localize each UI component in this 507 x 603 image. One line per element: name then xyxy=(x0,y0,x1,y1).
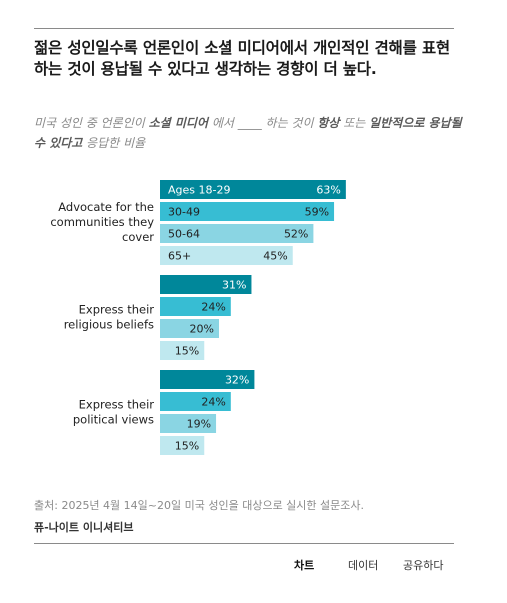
data-label: 15% xyxy=(175,440,199,453)
bar-chart: 63% Ages 18-29 59% 30-49 52% 50-64 45% 65+ Advoc… xyxy=(50,180,346,455)
chart-subtitle: 미국 성인 중 언론인이 소셜 미디어 에서 ____ 하는 것이 항상 또는 … xyxy=(34,113,464,153)
bar xyxy=(160,180,346,199)
legend-label: 30-49 xyxy=(168,206,200,219)
subtitle-part: 또는 xyxy=(339,116,370,130)
bar xyxy=(160,224,314,243)
data-label: 31% xyxy=(222,279,246,292)
data-label: 24% xyxy=(201,301,225,314)
legend-label: 50-64 xyxy=(168,228,200,241)
org-credit: 퓨-나이트 이니셔티브 xyxy=(34,521,134,534)
data-label: 45% xyxy=(263,250,287,263)
subtitle-part: 항상 xyxy=(317,116,340,130)
data-label: 19% xyxy=(187,418,211,431)
bar xyxy=(160,319,219,338)
category-label: political views xyxy=(73,413,154,427)
legend-label: 65+ xyxy=(168,250,191,263)
tab-chart[interactable]: 차트 xyxy=(294,559,315,572)
bar xyxy=(160,275,252,294)
bar xyxy=(160,341,205,360)
chart-title: 젊은 성인일수록 언론인이 소셜 미디어에서 개인적인 견해를 표현하는 것이 … xyxy=(34,39,450,78)
category-label: religious beliefs xyxy=(64,318,154,332)
subtitle-part: 일반적으로 용납될 수 있다고 xyxy=(34,116,462,150)
bar xyxy=(160,297,231,316)
category-label: cover xyxy=(122,230,154,244)
data-label: 24% xyxy=(201,396,225,409)
data-label: 52% xyxy=(284,228,308,241)
top-rule xyxy=(34,28,454,29)
data-label: 59% xyxy=(305,206,329,219)
subtitle-part: 응답한 비율 xyxy=(82,136,146,150)
bar xyxy=(160,370,255,389)
legend-label: Ages 18-29 xyxy=(168,184,230,197)
bar xyxy=(160,436,205,455)
bar xyxy=(160,392,231,411)
data-label: 32% xyxy=(225,374,249,387)
category-label: communities they xyxy=(50,215,154,229)
bar xyxy=(160,202,335,221)
data-label: 20% xyxy=(190,323,214,336)
bottom-rule xyxy=(34,543,454,544)
data-label: 63% xyxy=(316,184,340,197)
data-label: 15% xyxy=(175,345,199,358)
bar xyxy=(160,414,217,433)
tab-share[interactable]: 공유하다 xyxy=(403,559,444,572)
subtitle-part: 에서 ____ 하는 것이 xyxy=(208,116,318,130)
subtitle-part: 소셜 미디어 xyxy=(148,116,209,130)
category-label: Express their xyxy=(79,303,155,317)
category-label: Express their xyxy=(79,398,155,412)
subtitle-part: 미국 성인 중 언론인이 xyxy=(34,116,149,130)
category-label: Advocate for the xyxy=(58,200,154,214)
tab-data[interactable]: 데이터 xyxy=(348,559,379,572)
bar xyxy=(160,246,293,265)
source-note: 출처: 2025년 4월 14일~20일 미국 성인을 대상으로 실시한 설문조… xyxy=(34,499,365,512)
